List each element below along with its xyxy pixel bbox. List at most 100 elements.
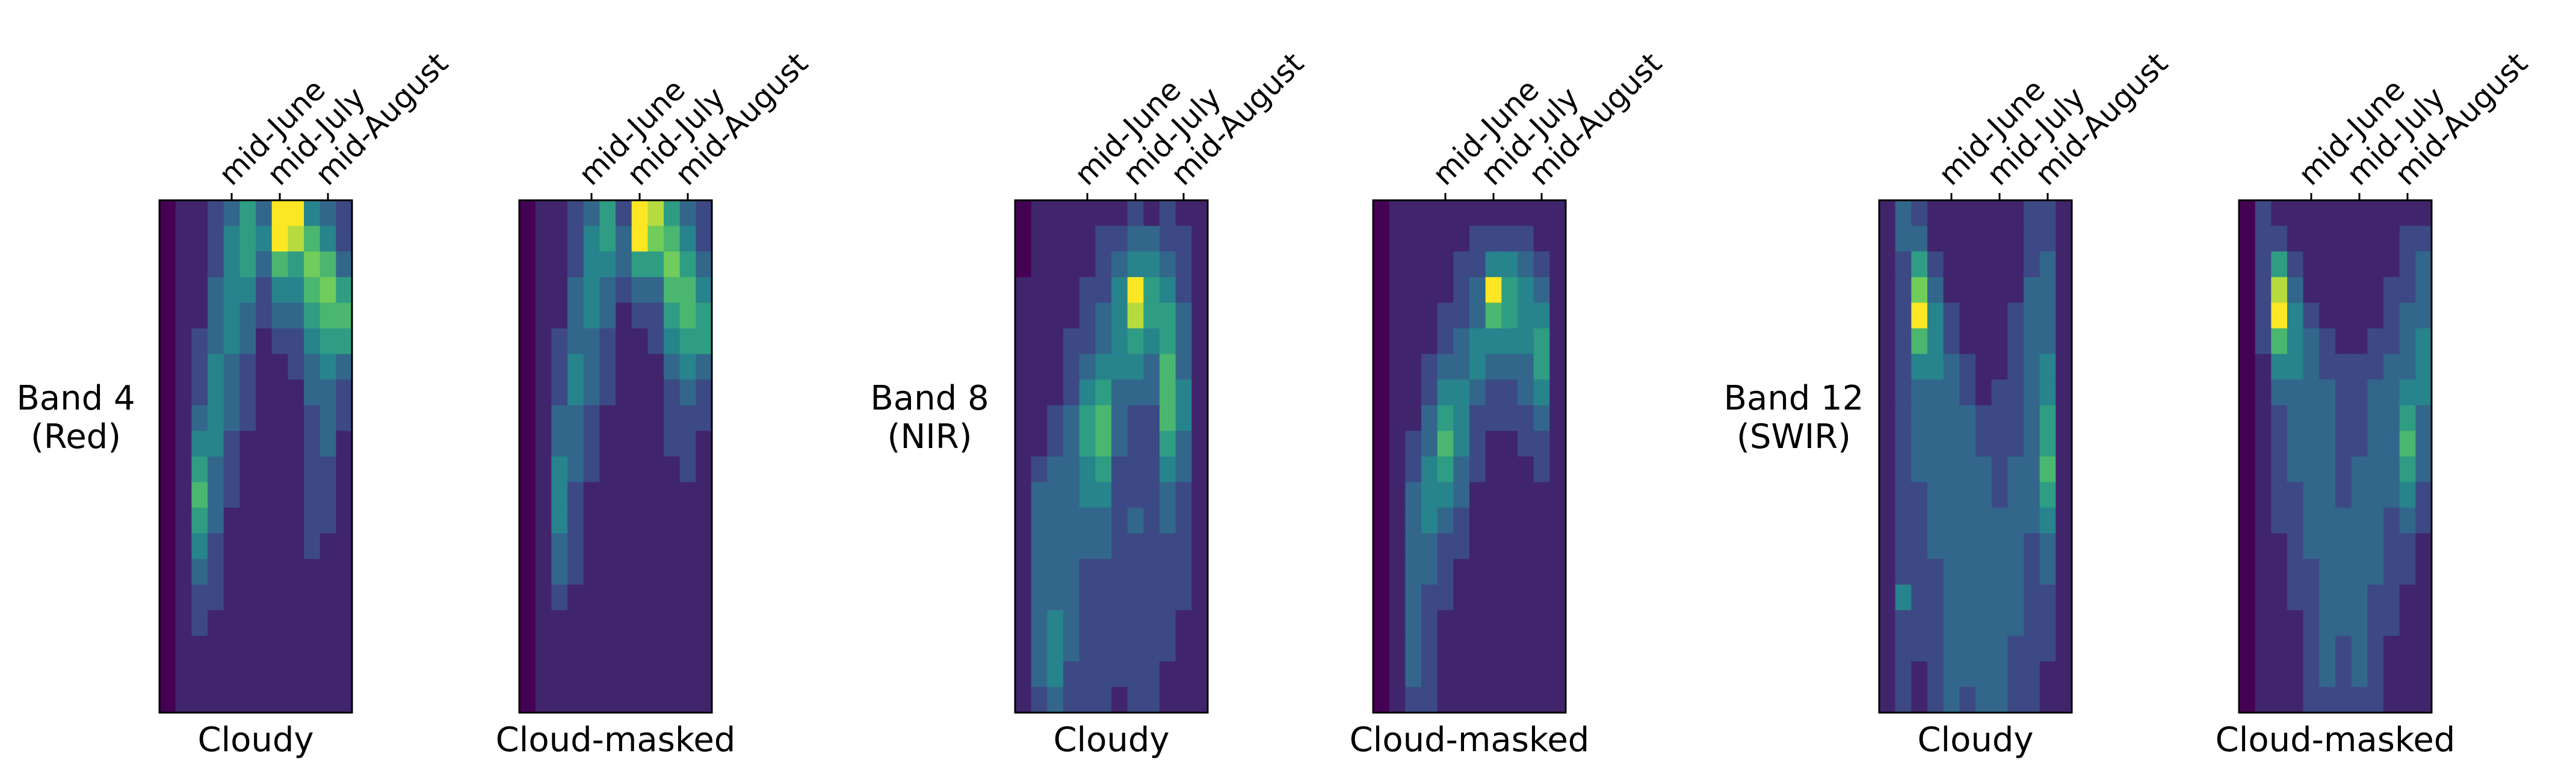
heatmap-cell — [599, 302, 616, 329]
heatmap-cell — [1485, 379, 1502, 406]
heatmap-cell — [1927, 687, 1944, 713]
heatmap-cell — [2335, 226, 2352, 252]
heatmap-cell — [1191, 379, 1208, 406]
heatmap-cell — [2007, 277, 2024, 303]
heatmap-cell — [1533, 533, 1550, 559]
heatmap-cell — [1047, 328, 1064, 355]
heatmap-cell — [1533, 585, 1550, 611]
heatmap-cell — [1453, 533, 1470, 559]
heatmap-cell — [2367, 610, 2384, 636]
heatmap-cell — [2056, 508, 2072, 534]
heatmap-cell — [159, 431, 176, 457]
heatmap-cell — [1895, 661, 1912, 687]
heatmap-cell — [1015, 585, 1032, 611]
heatmap-cell — [1063, 610, 1080, 636]
heatmap-cell — [519, 533, 536, 559]
heatmap-cell — [2383, 559, 2400, 585]
heatmap-cell — [583, 610, 600, 636]
heatmap-cell — [256, 508, 273, 534]
heatmap-cell — [1389, 610, 1406, 636]
heatmap-cell — [583, 251, 600, 278]
heatmap-cell — [2351, 661, 2368, 687]
heatmap-cell — [2056, 482, 2072, 508]
heatmap-cell — [2383, 482, 2400, 508]
heatmap-cell — [1959, 302, 1976, 329]
heatmap-cell — [1143, 226, 1160, 252]
heatmap-cell — [2239, 431, 2256, 457]
heatmap-cell — [256, 226, 273, 252]
heatmap-cell — [2303, 533, 2320, 559]
heatmap-cell — [1975, 636, 1992, 662]
heatmap-cell — [664, 226, 681, 252]
heatmap-cell — [2039, 226, 2056, 252]
heatmap-cell — [1991, 328, 2008, 355]
heatmap-cell — [2399, 508, 2416, 534]
heatmap-cell — [1549, 661, 1566, 687]
heatmap-cell — [1015, 482, 1032, 508]
heatmap-cell — [175, 687, 192, 713]
heatmap-cell — [1501, 431, 1518, 457]
heatmap-cell — [551, 636, 568, 662]
heatmap-cell — [1879, 354, 1896, 380]
heatmap-cell — [2383, 661, 2400, 687]
heatmap-cell — [567, 251, 584, 278]
heatmap-cell — [1485, 328, 1502, 355]
heatmap-cell — [1943, 661, 1960, 687]
heatmap-cell — [1373, 200, 1390, 227]
heatmap-cell — [631, 328, 648, 355]
heatmap-cell — [1501, 482, 1518, 508]
heatmap-cell — [2239, 200, 2256, 227]
heatmap-cell — [2024, 456, 2040, 483]
heatmap-cell — [256, 302, 273, 329]
heatmap-cell — [1911, 456, 1928, 483]
heatmap-cell — [2335, 251, 2352, 278]
heatmap-cell — [2255, 482, 2272, 508]
heatmap-cell — [288, 328, 304, 355]
heatmap-cell — [191, 533, 208, 559]
heatmap-cell — [1015, 610, 1032, 636]
heatmap-cell — [1143, 302, 1160, 329]
x-axis-label: Cloudy — [1053, 720, 1169, 760]
heatmap-cell — [288, 431, 304, 457]
heatmap-cell — [2007, 405, 2024, 431]
heatmap-cell — [288, 585, 304, 611]
heatmap-cell — [1373, 533, 1390, 559]
heatmap-cell — [2056, 226, 2072, 252]
heatmap-cell — [567, 661, 584, 687]
heatmap-cell — [1879, 328, 1896, 355]
heatmap-cell — [223, 405, 240, 431]
heatmap-cell — [567, 610, 584, 636]
heatmap-cell — [2415, 559, 2432, 585]
heatmap-cell — [2319, 328, 2336, 355]
heatmap-cell — [1127, 200, 1144, 227]
heatmap-cell — [2255, 636, 2272, 662]
heatmap-cell — [1063, 328, 1080, 355]
axes-frame — [2238, 199, 2433, 714]
heatmap-cell — [1879, 302, 1896, 329]
heatmap-cell — [535, 482, 552, 508]
heatmap-cell — [1879, 559, 1896, 585]
heatmap-cell — [1095, 277, 1112, 303]
heatmap-cell — [336, 508, 353, 534]
heatmap-cell — [1549, 610, 1566, 636]
heatmap-cell — [2287, 636, 2304, 662]
heatmap-cell — [616, 610, 632, 636]
heatmap-cell — [288, 354, 304, 380]
heatmap-cell — [336, 379, 353, 406]
heatmap-cell — [679, 251, 696, 278]
heatmap-cell — [1031, 687, 1048, 713]
heatmap-cell — [1533, 200, 1550, 227]
heatmap-cell — [2335, 354, 2352, 380]
heatmap-cell — [2399, 328, 2416, 355]
heatmap-cell — [1079, 405, 1096, 431]
heatmap-cell — [647, 559, 664, 585]
heatmap-cell — [583, 533, 600, 559]
heatmap-cell — [2024, 328, 2040, 355]
heatmap-cell — [1373, 559, 1390, 585]
heatmap-cell — [1991, 200, 2008, 227]
heatmap-cell — [1991, 354, 2008, 380]
heatmap-cell — [159, 559, 176, 585]
heatmap-cell — [1437, 559, 1454, 585]
heatmap-cell — [191, 226, 208, 252]
